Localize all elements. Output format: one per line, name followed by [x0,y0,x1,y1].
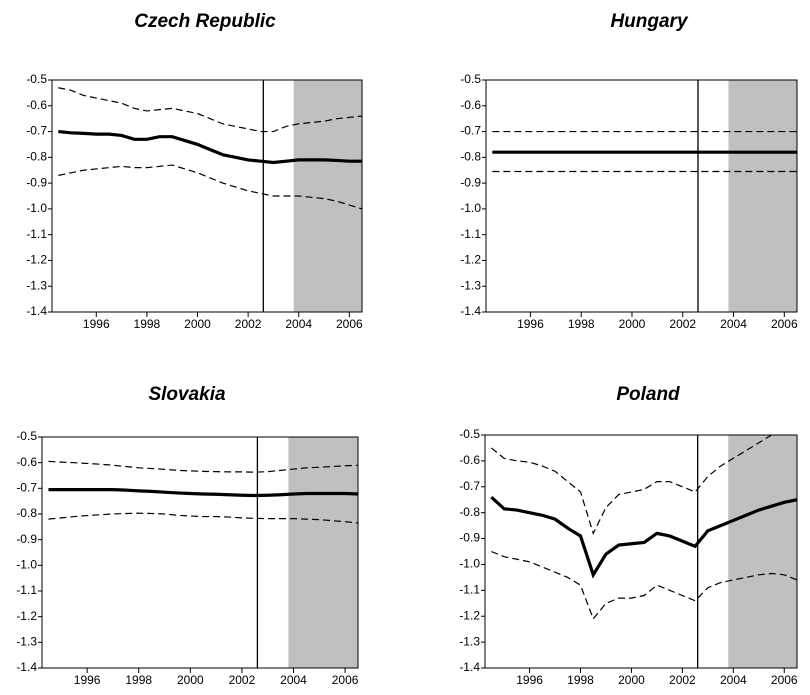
plot-area [492,80,797,312]
x-tick-label: 1998 [567,673,594,687]
x-tick-label: 2002 [669,317,696,331]
x-tick-label: 1996 [83,317,110,331]
y-tick-label: -1.0 [26,201,47,215]
plot-frame [41,436,359,669]
y-tick-label: -0.5 [16,429,37,443]
y-tick-label: -1.1 [460,227,481,241]
estimate-line [490,495,797,579]
x-tick-label: 2002 [229,673,256,687]
y-tick-label: -0.8 [16,506,37,520]
plot-frame [485,79,798,313]
band-line [491,550,797,620]
y-tick-label: -0.6 [16,455,37,469]
x-tick-label: 2000 [619,317,646,331]
y-tick-label: -1.4 [26,304,47,318]
y-tick-label: -0.9 [26,175,47,189]
y-tick-label: -1.3 [26,278,47,292]
x-tick-label: 2004 [280,673,307,687]
chart-title: Czech Republic [134,11,276,32]
y-tick-label: -0.5 [459,427,480,441]
plot-area [58,80,362,312]
x-tick-label: 2004 [285,317,312,331]
y-tick-label: -1.4 [460,304,481,318]
band-line [490,435,774,536]
y-tick-label: -1.1 [459,583,480,597]
x-tick-label: 1996 [74,673,101,687]
chart-title: Poland [616,384,680,405]
y-tick-label: -1.0 [460,201,481,215]
estimate-line [58,129,362,165]
x-tick-label: 2002 [669,673,696,687]
x-tick-label: 2006 [771,673,798,687]
y-tick-label: -0.7 [460,124,481,138]
panel: Slovakia -0.5 -0.6 -0.7 -0.8 -0.9 -1.0 -1.1 -1.2… [16,384,358,687]
y-tick-label: -0.6 [459,453,480,467]
y-tick-label: -0.8 [26,150,47,164]
forecast-shade [293,80,362,312]
band-line [48,460,358,473]
y-tick-label: -0.9 [460,175,481,189]
y-tick-label: -1.0 [459,557,480,571]
y-tick-label: -1.1 [16,583,37,597]
x-tick-label: 1996 [517,317,544,331]
y-tick-label: -0.8 [459,505,480,519]
y-tick-label: -0.5 [460,72,481,86]
y-tick-label: -1.3 [460,278,481,292]
forecast-shade [728,435,797,668]
y-tick-label: -0.9 [459,531,480,545]
y-tick-label: -0.7 [16,481,37,495]
plot-area [48,437,358,668]
plot-area [490,435,797,668]
estimate-line [48,488,358,498]
y-tick-label: -1.2 [16,609,37,623]
panel: Hungary -0.5 -0.6 -0.7 -0.8 -0.9 -1.0 -1.1 -1.2 -… [460,11,798,331]
x-tick-label: 2006 [771,317,798,331]
y-tick-label: -1.1 [26,227,47,241]
y-tick-label: -1.2 [26,253,47,267]
x-tick-label: 2004 [720,673,747,687]
band-line [58,164,362,210]
y-tick-label: -0.6 [26,98,47,112]
y-tick-label: -1.0 [16,558,37,572]
chart-title: Hungary [610,11,689,32]
y-tick-label: -1.3 [16,635,37,649]
x-tick-label: 1996 [516,673,543,687]
y-tick-label: -0.7 [459,479,480,493]
chart-title: Slovakia [148,384,226,405]
x-tick-label: 1998 [125,673,152,687]
x-tick-label: 2000 [177,673,204,687]
plot-frame [484,434,798,669]
y-tick-label: -0.8 [460,150,481,164]
y-tick-label: -1.3 [459,634,480,648]
y-tick-label: -0.9 [16,532,37,546]
y-tick-label: -0.5 [26,72,47,86]
x-tick-label: 1998 [568,317,595,331]
panel: Czech Republic -0.5 -0.6 -0.7 -0.8 -0.9 -1.0 -1… [26,11,363,331]
x-tick-label: 2006 [336,317,363,331]
y-tick-label: -0.7 [26,124,47,138]
band-line [58,87,362,133]
x-tick-label: 2006 [332,673,359,687]
x-tick-label: 2004 [720,317,747,331]
y-tick-label: -1.4 [459,660,480,674]
y-tick-label: -1.2 [459,608,480,622]
forecast-shade [288,437,358,668]
y-tick-label: -1.4 [16,660,37,674]
x-tick-label: 1998 [134,317,161,331]
x-tick-label: 2002 [235,317,262,331]
plot-frame [51,79,363,313]
x-tick-label: 2000 [618,673,645,687]
x-tick-label: 2000 [184,317,211,331]
y-tick-label: -0.6 [460,98,481,112]
forecast-shade [728,80,797,312]
panel: Poland -0.5 -0.6 -0.7 -0.8 -0.9 -1.0 -1.1 -1.2 -1… [459,384,798,687]
band-line [48,512,358,524]
y-tick-label: -1.2 [460,253,481,267]
